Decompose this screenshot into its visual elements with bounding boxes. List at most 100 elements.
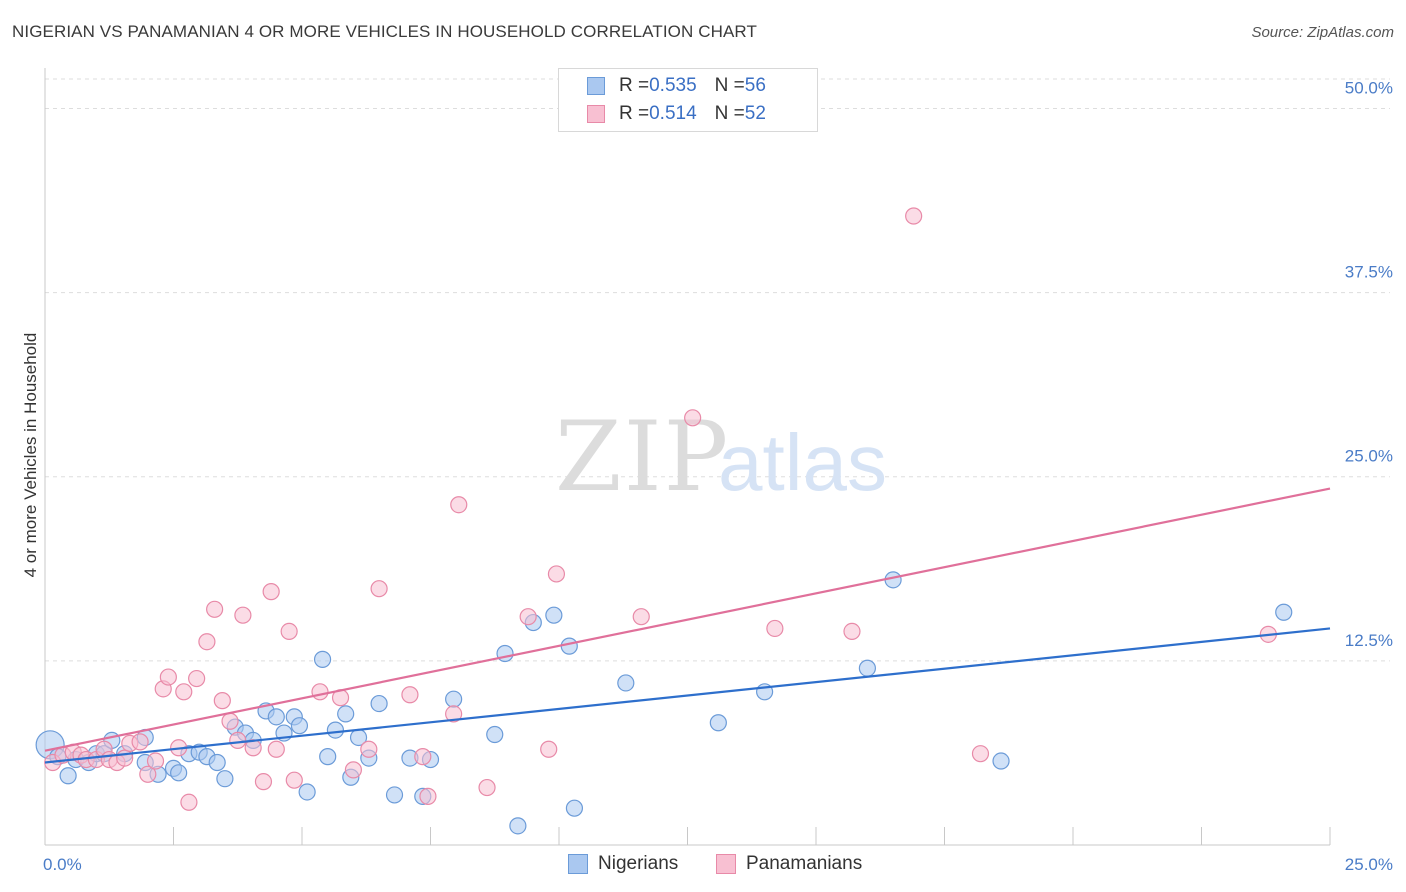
legend-n-panamanians: 52	[744, 103, 766, 124]
y-tick-label-0: 12.5%	[1345, 631, 1393, 650]
panamanian-point	[684, 409, 702, 427]
legend-r-label: R =	[619, 103, 650, 124]
series-swatch-panamanians	[716, 854, 736, 874]
legend-r-label: R =	[619, 75, 650, 96]
legend-r-panamanians: 0.514	[649, 103, 697, 124]
watermark-atlas: atlas	[718, 418, 887, 507]
nigerian-point	[59, 767, 77, 785]
panamanian-point	[146, 752, 165, 770]
panamanian-point	[280, 622, 298, 641]
panamanian-point	[262, 583, 280, 601]
panamanian-point	[311, 683, 329, 701]
panamanian-point	[540, 740, 558, 758]
series-legend-nigerians: Nigerians	[568, 852, 678, 876]
panamanian-point	[414, 748, 432, 766]
axes	[44, 68, 1331, 846]
panamanian-point	[206, 600, 224, 618]
panamanian-point	[234, 606, 252, 624]
nigerian-point	[216, 770, 234, 788]
panamanian-point	[478, 778, 496, 797]
panamanian-point	[419, 787, 437, 805]
legend-swatch-nigerians	[587, 77, 605, 95]
panamanian-point	[188, 669, 206, 688]
nigerian-point	[370, 694, 388, 713]
panamanian-point	[360, 740, 378, 758]
panamanian-point	[971, 745, 990, 763]
nigerian-point	[170, 764, 188, 782]
nigerian-point	[509, 817, 527, 835]
x-tick-label-0: 0.0%	[43, 855, 82, 874]
panamanian-point	[632, 608, 650, 626]
nigerian-point	[1275, 603, 1293, 621]
panamanian-point	[547, 565, 566, 583]
watermark-zip: ZIP	[555, 401, 730, 513]
y-axis-label: 4 or more Vehicles in Household	[21, 333, 40, 578]
panamanian-point	[344, 761, 362, 779]
nigerian-point	[992, 752, 1010, 770]
nigerian-point	[445, 690, 463, 708]
panamanian-point	[766, 619, 784, 638]
panamanian-point	[401, 686, 419, 704]
nigerian-point	[337, 705, 355, 723]
nigerians-trend-line	[44, 627, 1331, 764]
nigerian-point	[486, 725, 504, 744]
nigerian-point	[319, 748, 337, 766]
x-tick-label-1: 25.0%	[1345, 855, 1393, 874]
panamanian-point	[116, 749, 134, 767]
y-tick-label-3: 50.0%	[1345, 78, 1393, 97]
nigerian-point	[565, 799, 584, 817]
series-legend-panamanians: Panamanians	[716, 852, 862, 876]
panamanian-point	[175, 683, 193, 701]
nigerian-point	[545, 606, 563, 624]
panamanian-point	[198, 633, 216, 651]
legend-row-nigerians: R = 0.535 N = 56	[587, 74, 766, 98]
panamanian-point	[139, 765, 157, 783]
panamanian-point	[267, 740, 285, 758]
nigerian-point	[208, 753, 226, 772]
nigerian-point	[267, 708, 285, 726]
y-tick-label-2: 37.5%	[1345, 263, 1393, 282]
panamanian-point	[229, 731, 247, 750]
legend-n-nigerians: 56	[744, 75, 766, 96]
correlation-legend: R = 0.535 N = 56 R = 0.514 N = 52	[558, 68, 818, 132]
source-label: Source: ZipAtlas.com	[1251, 24, 1394, 41]
nigerian-point	[298, 783, 316, 801]
nigerian-point	[560, 637, 578, 655]
series-swatch-nigerians	[568, 854, 588, 874]
nigerian-point	[290, 717, 309, 735]
panamanian-point	[254, 773, 273, 791]
legend-n-label: N =	[714, 75, 745, 96]
panamanian-point	[221, 712, 239, 730]
y-tick-label-1: 25.0%	[1345, 447, 1393, 466]
panamanian-point	[159, 668, 177, 686]
panamanian-point	[285, 771, 303, 789]
panamanian-point	[180, 793, 198, 811]
series-label-nigerians: Nigerians	[598, 853, 679, 874]
panamanians-trend-line	[44, 487, 1331, 752]
panamanian-point	[905, 207, 923, 225]
nigerian-point	[326, 721, 345, 739]
panamanian-point	[843, 622, 861, 641]
nigerian-point	[313, 650, 332, 668]
legend-swatch-panamanians	[587, 105, 605, 123]
panamanian-point	[450, 496, 468, 514]
panamanian-point	[445, 705, 463, 723]
chart-title: NIGERIAN VS PANAMANIAN 4 OR MORE VEHICLE…	[12, 22, 757, 41]
panamanian-point	[131, 733, 149, 751]
gridlines	[45, 78, 1390, 662]
x-tick-labels: 0.0% 25.0%	[43, 855, 1393, 874]
legend-row-panamanians: R = 0.514 N = 52	[587, 102, 766, 126]
legend-n-label: N =	[714, 103, 745, 124]
panamanian-point	[370, 580, 388, 598]
nigerian-point	[858, 659, 877, 677]
y-tick-labels: 12.5% 25.0% 37.5% 50.0%	[1345, 78, 1393, 649]
legend-r-nigerians: 0.535	[649, 75, 697, 96]
nigerian-point	[617, 674, 635, 692]
panamanian-point	[213, 692, 231, 710]
watermark: ZIP atlas	[555, 401, 887, 513]
panamanian-point	[519, 608, 537, 626]
nigerian-point	[709, 714, 727, 732]
nigerian-point	[385, 786, 404, 804]
series-label-panamanians: Panamanians	[746, 853, 863, 874]
